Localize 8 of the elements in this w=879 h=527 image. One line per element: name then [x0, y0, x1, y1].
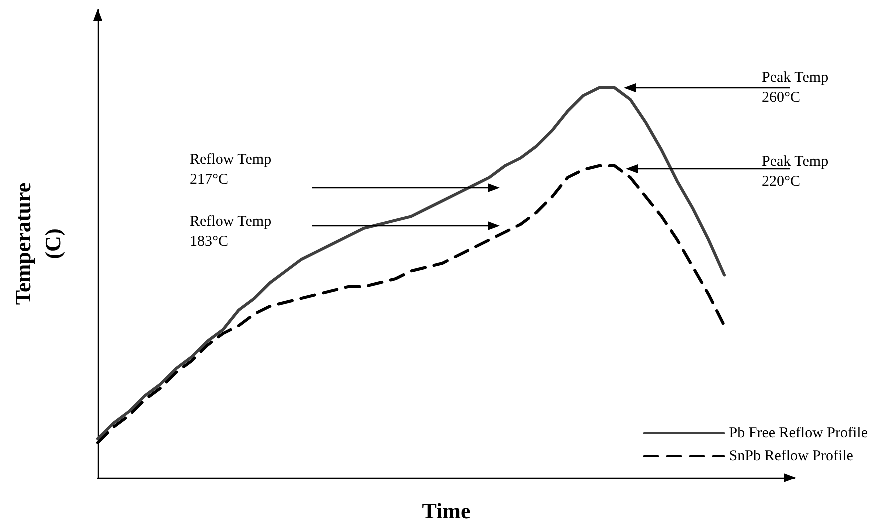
annotation: Reflow Temp 217°C: [190, 152, 272, 188]
text: Peak Temp 220°C: [762, 154, 829, 190]
text: SnPb Reflow Profile: [729, 448, 854, 464]
text: Peak Temp 260°C: [762, 70, 829, 106]
x-axis-title: Time: [422, 498, 471, 524]
text: Pb Free Reflow Profile: [729, 426, 868, 442]
y-axis-title: Temperature (C): [10, 182, 66, 306]
annotation: Reflow Temp 183°C: [190, 214, 272, 250]
